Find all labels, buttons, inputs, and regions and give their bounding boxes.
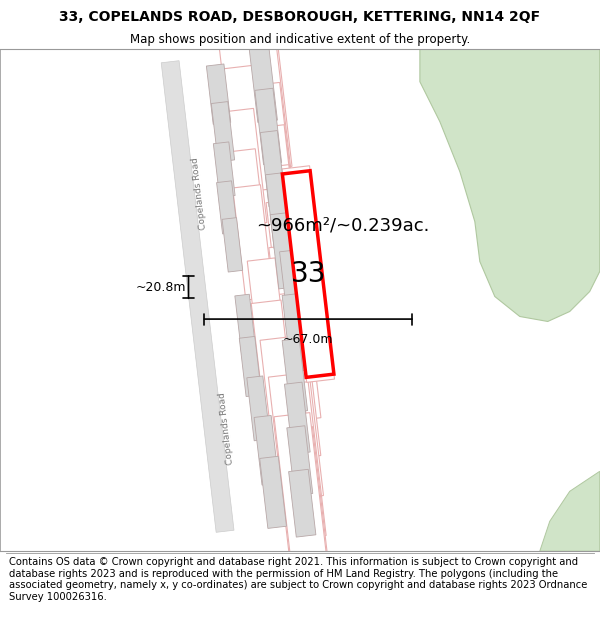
Text: Contains OS data © Crown copyright and database right 2021. This information is : Contains OS data © Crown copyright and d… xyxy=(9,557,587,602)
Polygon shape xyxy=(233,185,274,300)
Polygon shape xyxy=(247,258,290,385)
Polygon shape xyxy=(266,199,319,381)
Polygon shape xyxy=(260,337,307,474)
Text: 33: 33 xyxy=(290,260,326,288)
Polygon shape xyxy=(266,173,291,249)
Polygon shape xyxy=(275,427,330,580)
Polygon shape xyxy=(235,0,292,171)
Polygon shape xyxy=(235,294,256,354)
Polygon shape xyxy=(274,382,326,539)
Polygon shape xyxy=(161,61,234,532)
Polygon shape xyxy=(247,376,270,441)
Polygon shape xyxy=(249,46,277,123)
Polygon shape xyxy=(269,244,321,421)
Polygon shape xyxy=(253,125,304,297)
Polygon shape xyxy=(282,294,308,372)
Polygon shape xyxy=(239,336,262,396)
Text: ~67.0m: ~67.0m xyxy=(283,333,334,346)
Polygon shape xyxy=(223,65,269,193)
Polygon shape xyxy=(217,181,238,234)
Polygon shape xyxy=(222,217,242,272)
Polygon shape xyxy=(254,416,279,485)
Polygon shape xyxy=(251,300,296,428)
Polygon shape xyxy=(206,64,231,124)
Polygon shape xyxy=(282,339,308,412)
Text: Copelands Road: Copelands Road xyxy=(191,156,208,230)
Polygon shape xyxy=(211,102,235,162)
Polygon shape xyxy=(260,131,286,207)
Polygon shape xyxy=(270,213,295,289)
Text: ~20.8m: ~20.8m xyxy=(135,281,186,294)
Polygon shape xyxy=(289,469,316,537)
Polygon shape xyxy=(287,426,313,496)
Polygon shape xyxy=(255,88,281,164)
Polygon shape xyxy=(257,164,308,337)
Text: Map shows position and indicative extent of the property.: Map shows position and indicative extent… xyxy=(130,33,470,46)
Polygon shape xyxy=(269,292,321,459)
Polygon shape xyxy=(283,171,334,378)
Polygon shape xyxy=(284,382,310,454)
Polygon shape xyxy=(247,82,299,255)
Polygon shape xyxy=(420,49,600,321)
Text: 33, COPELANDS ROAD, DESBOROUGH, KETTERING, NN14 2QF: 33, COPELANDS ROAD, DESBOROUGH, KETTERIN… xyxy=(59,10,541,24)
Polygon shape xyxy=(241,40,295,213)
Text: ~966m²/~0.239ac.: ~966m²/~0.239ac. xyxy=(256,216,430,234)
Polygon shape xyxy=(226,149,268,261)
Polygon shape xyxy=(224,108,267,226)
Polygon shape xyxy=(540,471,600,551)
Polygon shape xyxy=(280,250,305,331)
Polygon shape xyxy=(260,456,286,528)
Polygon shape xyxy=(271,337,323,499)
Polygon shape xyxy=(214,142,235,198)
Polygon shape xyxy=(282,166,335,382)
Text: Copelands Road: Copelands Road xyxy=(218,391,235,464)
Polygon shape xyxy=(268,373,318,521)
Polygon shape xyxy=(274,412,327,566)
Polygon shape xyxy=(217,28,266,156)
